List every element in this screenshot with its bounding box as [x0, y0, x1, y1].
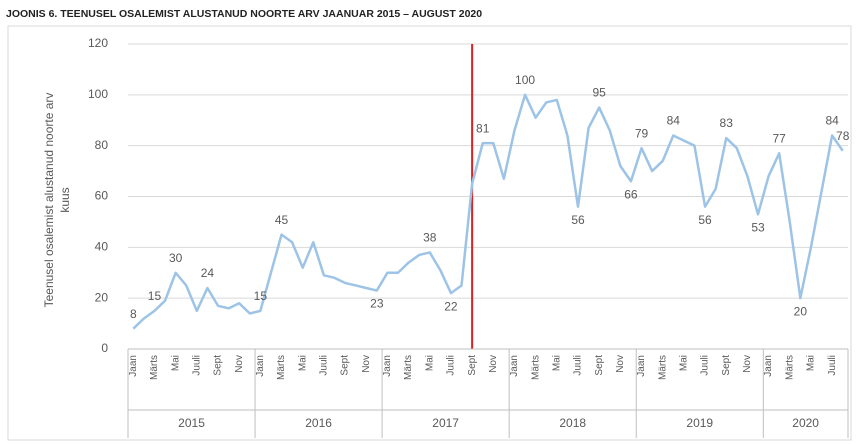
x-tick-label: Mai — [424, 355, 435, 371]
chart-frame — [7, 25, 852, 441]
y-axis-label: kuus — [58, 187, 72, 212]
x-tick-label: Sept — [594, 355, 605, 376]
x-tick-label: Sept — [213, 355, 224, 376]
y-tick-label: 0 — [101, 341, 108, 355]
x-group-label: 2016 — [305, 416, 332, 430]
x-tick-label: Jaan — [763, 355, 774, 377]
data-label: 77 — [772, 131, 786, 145]
x-tick-label: Nov — [742, 355, 753, 373]
x-tick-label: Mai — [806, 355, 817, 371]
x-tick-label: Sept — [340, 355, 351, 376]
data-label: 56 — [571, 213, 585, 227]
x-tick-label: Jaan — [509, 355, 520, 377]
y-tick-label: 60 — [95, 189, 109, 203]
data-label: 30 — [169, 251, 183, 265]
x-tick-label: Mai — [297, 355, 308, 371]
y-axis-label: Teenusel osalemist alustanud noorte arv — [42, 93, 56, 308]
data-label: 15 — [148, 289, 162, 303]
x-tick-label: Märts — [530, 355, 541, 380]
chart-title: JOONIS 6. TEENUSEL OSALEMIST ALUSTANUD N… — [6, 8, 482, 20]
x-tick-label: Jaan — [382, 355, 393, 377]
data-label: 100 — [515, 73, 535, 87]
x-tick-label: Mai — [170, 355, 181, 371]
x-tick-label: Nov — [234, 355, 245, 373]
y-tick-label: 120 — [88, 36, 108, 50]
x-tick-label: Märts — [403, 355, 414, 380]
data-label: 20 — [794, 304, 808, 318]
y-tick-label: 20 — [95, 290, 109, 304]
x-tick-label: Nov — [488, 355, 499, 373]
x-tick-label: Märts — [784, 355, 795, 380]
x-tick-label: Juuli — [573, 355, 584, 376]
x-group-label: 2018 — [559, 416, 586, 430]
x-tick-label: Mai — [551, 355, 562, 371]
data-label: 78 — [836, 129, 850, 143]
x-tick-label: Juuli — [319, 355, 330, 376]
x-tick-label: Märts — [149, 355, 160, 380]
data-label: 95 — [592, 86, 606, 100]
data-label: 53 — [751, 220, 765, 234]
data-label: 45 — [275, 213, 289, 227]
x-group-label: 2017 — [432, 416, 459, 430]
x-tick-label: Juuli — [700, 355, 711, 376]
x-tick-label: Jaan — [255, 355, 266, 377]
x-tick-label: Märts — [276, 355, 287, 380]
x-tick-label: Sept — [467, 355, 478, 376]
x-tick-label: Nov — [361, 355, 372, 373]
data-label: 15 — [254, 289, 268, 303]
y-tick-label: 40 — [95, 240, 109, 254]
x-tick-label: Märts — [657, 355, 668, 380]
data-label: 22 — [444, 299, 458, 313]
x-tick-label: Juuli — [446, 355, 457, 376]
series-line — [132, 93, 844, 330]
x-group-label: 2020 — [792, 416, 819, 430]
data-label: 24 — [201, 266, 215, 280]
x-group-label: 2019 — [686, 416, 713, 430]
data-label: 56 — [698, 213, 712, 227]
x-tick-label: Sept — [721, 355, 732, 376]
data-label: 84 — [667, 114, 681, 128]
data-label: 23 — [370, 297, 384, 311]
data-label: 8 — [130, 307, 137, 321]
y-tick-label: 80 — [95, 138, 109, 152]
x-tick-label: Nov — [615, 355, 626, 373]
data-label: 84 — [825, 114, 839, 128]
x-tick-label: Mai — [679, 355, 690, 371]
data-label: 38 — [423, 231, 437, 245]
data-label: 79 — [635, 126, 649, 140]
y-tick-label: 100 — [88, 87, 108, 101]
data-label: 81 — [476, 121, 490, 135]
x-group-label: 2015 — [178, 416, 205, 430]
x-tick-label: Juuli — [827, 355, 838, 376]
data-label: 66 — [624, 187, 638, 201]
x-tick-label: Juuli — [191, 355, 202, 376]
x-tick-label: Jaan — [128, 355, 139, 377]
x-tick-label: Jaan — [636, 355, 647, 377]
data-label: 83 — [720, 116, 734, 130]
